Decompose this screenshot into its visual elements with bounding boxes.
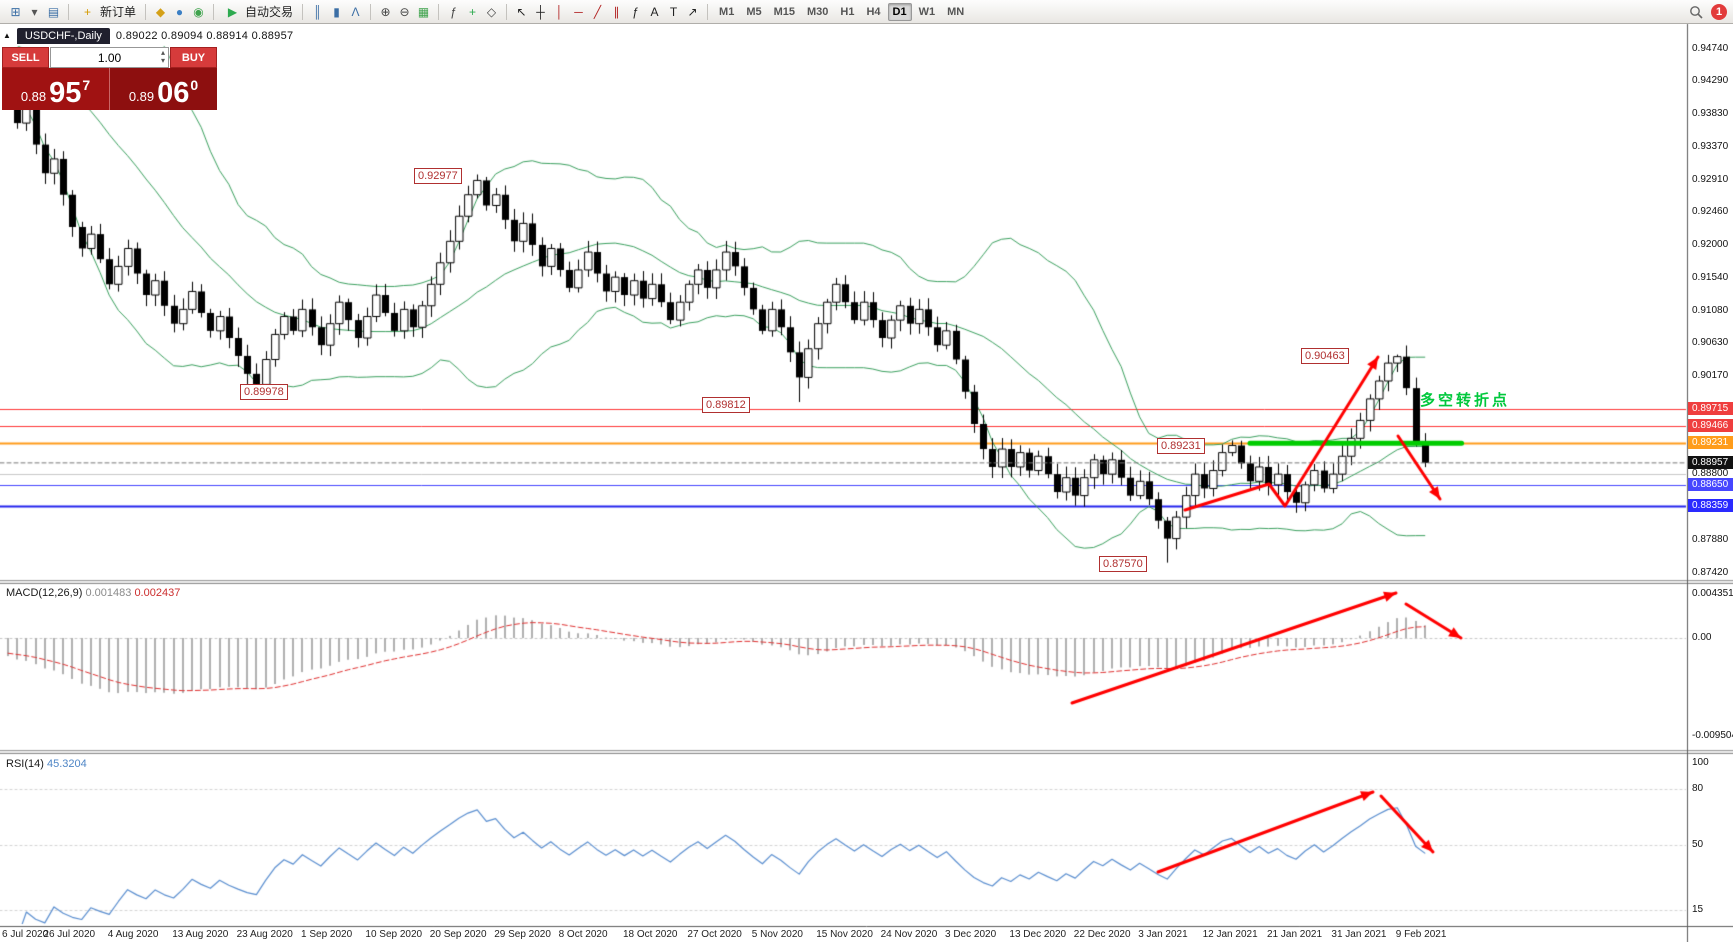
- new-order-icon: +: [83, 4, 91, 19]
- toolbar-separator: [302, 3, 304, 20]
- timeframe-m1[interactable]: M1: [719, 5, 735, 18]
- fibonacci-icon[interactable]: ƒ: [632, 4, 639, 19]
- toolbar-separator: [506, 3, 508, 20]
- candlestick-icon[interactable]: ▮: [333, 4, 340, 19]
- cursor-icon[interactable]: ↖: [516, 4, 527, 19]
- new-order-label: 新订单: [100, 5, 137, 19]
- autotrade-label: 自动交易: [245, 5, 294, 19]
- trendline-icon[interactable]: ╱: [593, 4, 602, 19]
- timeframe-m30[interactable]: M30: [807, 5, 829, 18]
- indicators-icon[interactable]: ƒ: [450, 4, 457, 19]
- market-icon[interactable]: ◉: [193, 4, 204, 19]
- zoom-out-icon[interactable]: ⊖: [399, 4, 410, 19]
- toolbar-items: ⊞ ▾ ▤ + 新订单 ◆ ● ◉ ▶ 自动交易 ║ ▮ Λ ⊕ ⊖ ▦ ƒ + ◇ ↖ ┼ │ ─ ╱ ∥ ƒ A T ↗ M1 M5 M1…: [6, 0, 1689, 23]
- label-icon[interactable]: T: [669, 4, 678, 19]
- line-chart-icon[interactable]: Λ: [351, 4, 360, 19]
- crosshair-icon[interactable]: ┼: [536, 4, 545, 19]
- notification-badge[interactable]: 1: [1711, 3, 1727, 20]
- timeframe-m5[interactable]: M5: [746, 5, 762, 18]
- deposit-icon[interactable]: ◆: [155, 4, 166, 19]
- autotrade-button[interactable]: ▶ 自动交易: [219, 2, 297, 21]
- toolbar-separator: [68, 3, 69, 20]
- toolbar-separator: [707, 3, 709, 20]
- mql5-community-icon[interactable]: ●: [175, 4, 184, 19]
- new-order-button[interactable]: + 新订单: [74, 2, 140, 21]
- tile-windows-icon[interactable]: ▦: [417, 4, 430, 19]
- add-indicator-icon[interactable]: +: [469, 4, 477, 19]
- text-icon[interactable]: A: [650, 4, 659, 19]
- timeframe-h1[interactable]: H1: [840, 5, 855, 18]
- channel-icon[interactable]: ∥: [613, 4, 620, 19]
- toolbar: ⊞ ▾ ▤ + 新订单 ◆ ● ◉ ▶ 自动交易 ║ ▮ Λ ⊕ ⊖ ▦ ƒ + ◇ ↖ ┼ │ ─ ╱ ∥ ƒ A T ↗ M1 M5 M1…: [0, 0, 1733, 24]
- bar-chart-icon[interactable]: ║: [313, 4, 322, 19]
- toolbar-separator: [438, 3, 440, 20]
- timeframe-d1[interactable]: D1: [887, 2, 912, 21]
- vertical-line-icon[interactable]: │: [555, 4, 564, 19]
- autotrade-icon: ▶: [227, 4, 238, 19]
- new-chart-icon[interactable]: ⊞: [10, 4, 21, 19]
- toolbar-right: 1: [1689, 3, 1727, 20]
- timeframe-m15[interactable]: M15: [773, 5, 795, 18]
- search-icon[interactable]: [1689, 5, 1703, 19]
- chart-dropdown-icon[interactable]: ▾: [31, 4, 38, 19]
- timeframe-h4[interactable]: H4: [866, 5, 881, 18]
- timeframe-w1[interactable]: W1: [918, 5, 936, 18]
- toolbar-separator: [370, 3, 372, 20]
- timeframe-mn[interactable]: MN: [947, 5, 965, 18]
- horizontal-line-icon[interactable]: ─: [574, 4, 583, 19]
- objects-list-icon[interactable]: ◇: [486, 4, 497, 19]
- arrows-icon[interactable]: ↗: [687, 4, 698, 19]
- profiles-icon[interactable]: ▤: [47, 4, 60, 19]
- toolbar-separator: [145, 3, 147, 20]
- toolbar-separator: [213, 3, 215, 20]
- zoom-in-icon[interactable]: ⊕: [380, 4, 391, 19]
